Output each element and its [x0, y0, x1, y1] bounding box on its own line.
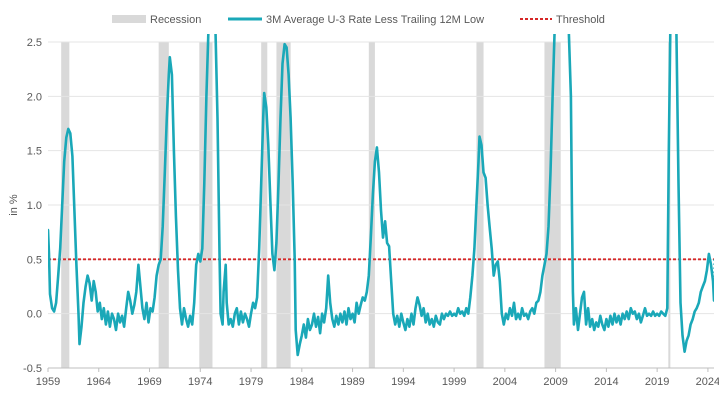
x-tick-label: 1974	[188, 376, 212, 388]
y-tick-label: 0.0	[27, 309, 42, 321]
x-tick-label: 2019	[645, 376, 669, 388]
series-line-0	[48, 34, 714, 357]
y-tick-label: 1.0	[27, 200, 42, 212]
legend-swatch-recession	[112, 15, 146, 23]
x-tick-label: 1969	[137, 376, 161, 388]
x-tick-label: 2009	[543, 376, 567, 388]
x-tick-label: 1959	[36, 376, 60, 388]
x-axis: 1959 1964 1969 1974 1979 1984 1989 1994 1999 2004…	[36, 367, 719, 388]
y-axis: -0.5 0.0 0.5 1.0 1.5 2.0 2.5	[23, 37, 42, 375]
legend: Recession 3M Average U-3 Rate Less Trail…	[112, 14, 605, 26]
legend-label-recession: Recession	[150, 14, 201, 26]
x-tick-label: 2004	[493, 376, 517, 388]
y-axis-title: in %	[8, 194, 20, 216]
x-tick-label: 1984	[290, 376, 314, 388]
x-tick-label: 2014	[594, 376, 618, 388]
y-tick-label: 1.5	[27, 146, 42, 158]
x-tick-label: 1964	[87, 376, 111, 388]
series-layer	[48, 34, 714, 357]
x-tick-label: 1999	[442, 376, 466, 388]
legend-label-sahm: 3M Average U-3 Rate Less Trailing 12M Lo…	[266, 14, 484, 26]
y-tick-label: 2.0	[27, 91, 42, 103]
y-tick-label: 0.5	[27, 254, 42, 266]
x-tick-label: 1979	[239, 376, 263, 388]
x-tick-label: 1994	[391, 376, 415, 388]
x-tick-label: 1989	[340, 376, 364, 388]
x-tick-label: 2024	[696, 376, 719, 388]
legend-label-threshold: Threshold	[556, 14, 605, 26]
y-tick-label: -0.5	[23, 363, 42, 375]
y-tick-label: 2.5	[27, 37, 42, 49]
